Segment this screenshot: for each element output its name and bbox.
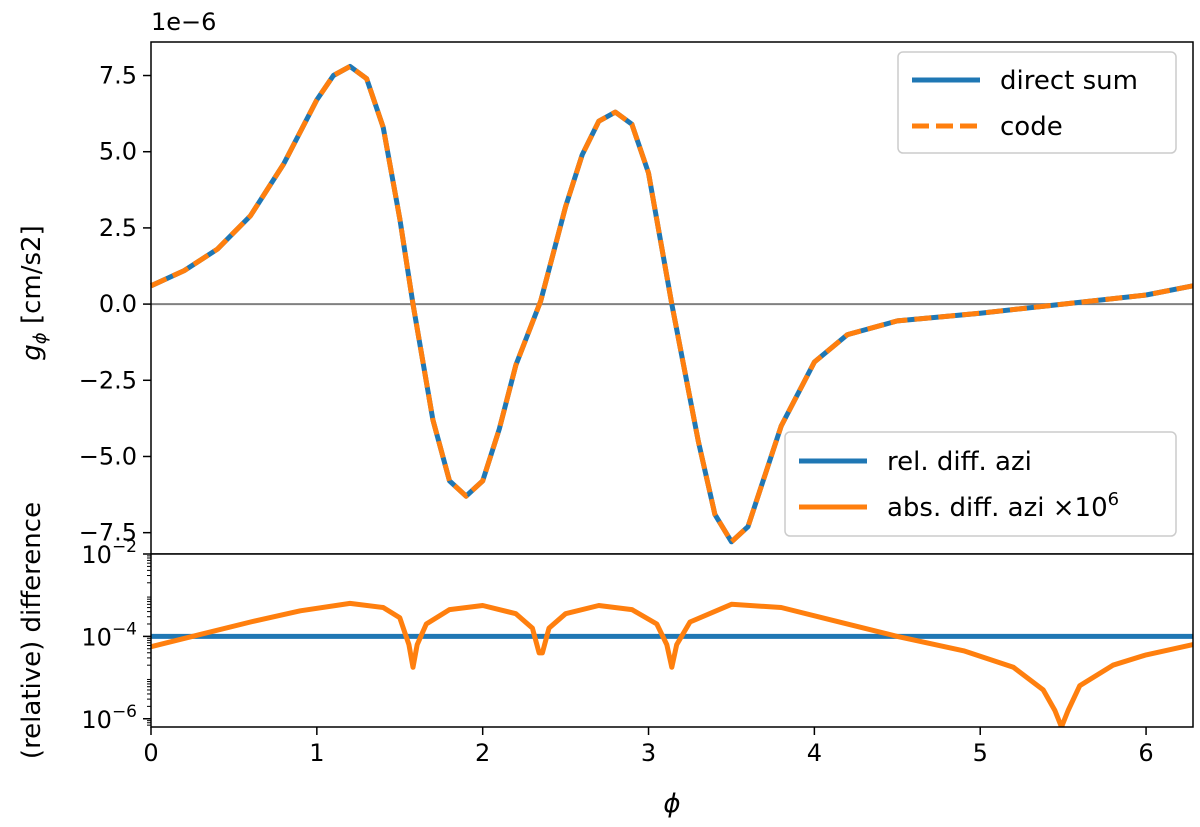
- bottom-legend-label: abs. diff. azi ×106: [887, 489, 1119, 523]
- xtick-label: 3: [641, 739, 656, 767]
- xtick-label: 4: [807, 739, 822, 767]
- top-ytick-label: −2.5: [79, 366, 137, 394]
- top-ytick-label: −5.0: [79, 442, 137, 470]
- bottom-plot-background: [151, 554, 1193, 727]
- series-line-abs-diff-azi: [151, 600, 1193, 727]
- xtick-label: 2: [475, 739, 490, 767]
- top-plot: −7.5 −5.0 −2.5 0.0 2.5 5.0 7.5 1e−6 gϕ [cm/s2] di…: [17, 8, 1194, 555]
- top-ytick-label: 7.5: [99, 62, 137, 90]
- xlabel: ϕ: [663, 789, 680, 819]
- bottom-legend-label: rel. diff. azi: [887, 447, 1032, 477]
- top-ytick-label: 2.5: [99, 214, 137, 242]
- bottom-ytick-label: 10−2: [81, 537, 137, 569]
- xtick-label: 1: [309, 739, 324, 767]
- top-legend-label: direct sum: [1000, 66, 1138, 96]
- bottom-ylabel: (relative) difference: [17, 502, 47, 759]
- top-ytick-label: 5.0: [99, 138, 137, 166]
- top-ytick-label: 0.0: [99, 290, 137, 318]
- series-line-code: [149, 63, 1194, 545]
- top-legend-label: code: [1000, 112, 1063, 142]
- top-ytick-label: −7.5: [79, 519, 137, 547]
- bottom-legend: rel. diff. azi abs. diff. azi ×106: [784, 431, 1177, 537]
- xtick-label: 6: [1138, 739, 1153, 767]
- bottom-legend-box: [784, 431, 1177, 537]
- xtick-label: 5: [973, 739, 988, 767]
- bottom-plot: 10−6 10−4 10−2 0 1 2 3 4 5 6 ϕ (relative) differenc…: [17, 502, 1194, 819]
- bottom-plot-frame: [150, 553, 1194, 728]
- top-ylabel: gϕ [cm/s2]: [17, 225, 51, 360]
- xtick-label: 0: [143, 739, 158, 767]
- bottom-ytick-label: 10−4: [81, 619, 137, 651]
- top-legend: direct sum code: [897, 51, 1177, 154]
- offset-text: 1e−6: [151, 8, 216, 36]
- bottom-ytick-label: 10−6: [81, 702, 137, 734]
